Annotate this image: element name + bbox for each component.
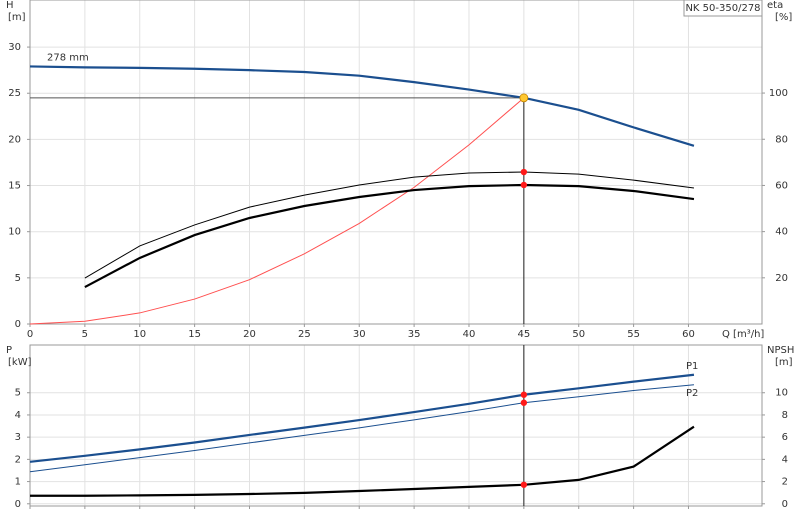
series-label: P2 bbox=[686, 388, 698, 399]
y2-tick-label: 80 bbox=[775, 134, 788, 145]
x-tick-label: 15 bbox=[188, 329, 201, 340]
y-axis-label: [kW] bbox=[8, 357, 32, 368]
series-line bbox=[29, 65, 695, 147]
y2-tick-label: 100 bbox=[769, 88, 788, 99]
y-axis-label: [m] bbox=[8, 12, 26, 23]
x-tick-label: 60 bbox=[682, 329, 695, 340]
series-line bbox=[30, 425, 695, 497]
duty-point bbox=[519, 93, 529, 103]
series-line bbox=[29, 373, 695, 463]
series-line bbox=[29, 97, 525, 325]
series-line bbox=[84, 183, 695, 289]
y-tick-label: 0 bbox=[15, 499, 21, 510]
y2-tick-label: 60 bbox=[775, 180, 788, 191]
plot-frame bbox=[29, 344, 763, 507]
y-tick-label: 5 bbox=[15, 273, 21, 284]
y-axis-label: P bbox=[6, 345, 12, 356]
y2-tick-label: 40 bbox=[775, 227, 788, 238]
series-line bbox=[84, 171, 695, 279]
plot-frame bbox=[29, 0, 763, 325]
series-label: P1 bbox=[686, 361, 698, 372]
x-tick-label: 30 bbox=[353, 329, 366, 340]
x-tick-label: 25 bbox=[298, 329, 311, 340]
y-tick-label: 3 bbox=[15, 432, 21, 443]
x-tick-label: 20 bbox=[243, 329, 256, 340]
duty-marker bbox=[520, 481, 528, 488]
x-axis-label: Q [m³/h] bbox=[722, 329, 764, 340]
model-box bbox=[683, 0, 763, 17]
y2-tick-label: 0 bbox=[782, 499, 788, 510]
duty-marker bbox=[520, 391, 528, 398]
x-tick-label: 40 bbox=[463, 329, 476, 340]
y2-tick-label: 8 bbox=[782, 410, 788, 421]
series-line bbox=[29, 384, 695, 473]
x-tick-label: 45 bbox=[517, 329, 530, 340]
duty-marker bbox=[520, 181, 528, 189]
y-tick-label: 25 bbox=[8, 88, 21, 99]
y2-tick-label: 10 bbox=[775, 388, 788, 399]
y-axis-label: H bbox=[6, 0, 14, 11]
series-label: 278 mm bbox=[47, 52, 89, 63]
y-tick-label: 2 bbox=[15, 454, 21, 465]
y2-axis-label: NPSH bbox=[767, 345, 794, 356]
x-tick-label: 35 bbox=[408, 329, 421, 340]
y2-axis-label: eta bbox=[767, 0, 783, 11]
model-label: NK 50-350/278 bbox=[685, 3, 760, 14]
x-tick-label: 50 bbox=[572, 329, 585, 340]
duty-marker bbox=[520, 168, 528, 176]
y2-tick-label: 6 bbox=[782, 432, 788, 443]
x-tick-label: 10 bbox=[133, 329, 146, 340]
y2-tick-label: 20 bbox=[775, 273, 788, 284]
y2-axis-label: [%] bbox=[775, 12, 792, 23]
y-tick-label: 4 bbox=[15, 410, 21, 421]
y-tick-label: 10 bbox=[8, 227, 21, 238]
y-tick-label: 5 bbox=[15, 388, 21, 399]
x-tick-label: 5 bbox=[82, 329, 88, 340]
x-tick-label: 0 bbox=[27, 329, 33, 340]
y-tick-label: 20 bbox=[8, 134, 21, 145]
duty-marker bbox=[520, 399, 528, 406]
y-tick-label: 30 bbox=[8, 42, 21, 53]
y2-tick-label: 4 bbox=[782, 454, 788, 465]
y-tick-label: 15 bbox=[8, 181, 21, 192]
y2-axis-label: [m] bbox=[775, 357, 793, 368]
y-tick-label: 1 bbox=[15, 477, 21, 488]
x-tick-label: 55 bbox=[627, 329, 640, 340]
y-tick-label: 0 bbox=[15, 319, 21, 330]
y2-tick-label: 2 bbox=[782, 477, 788, 488]
